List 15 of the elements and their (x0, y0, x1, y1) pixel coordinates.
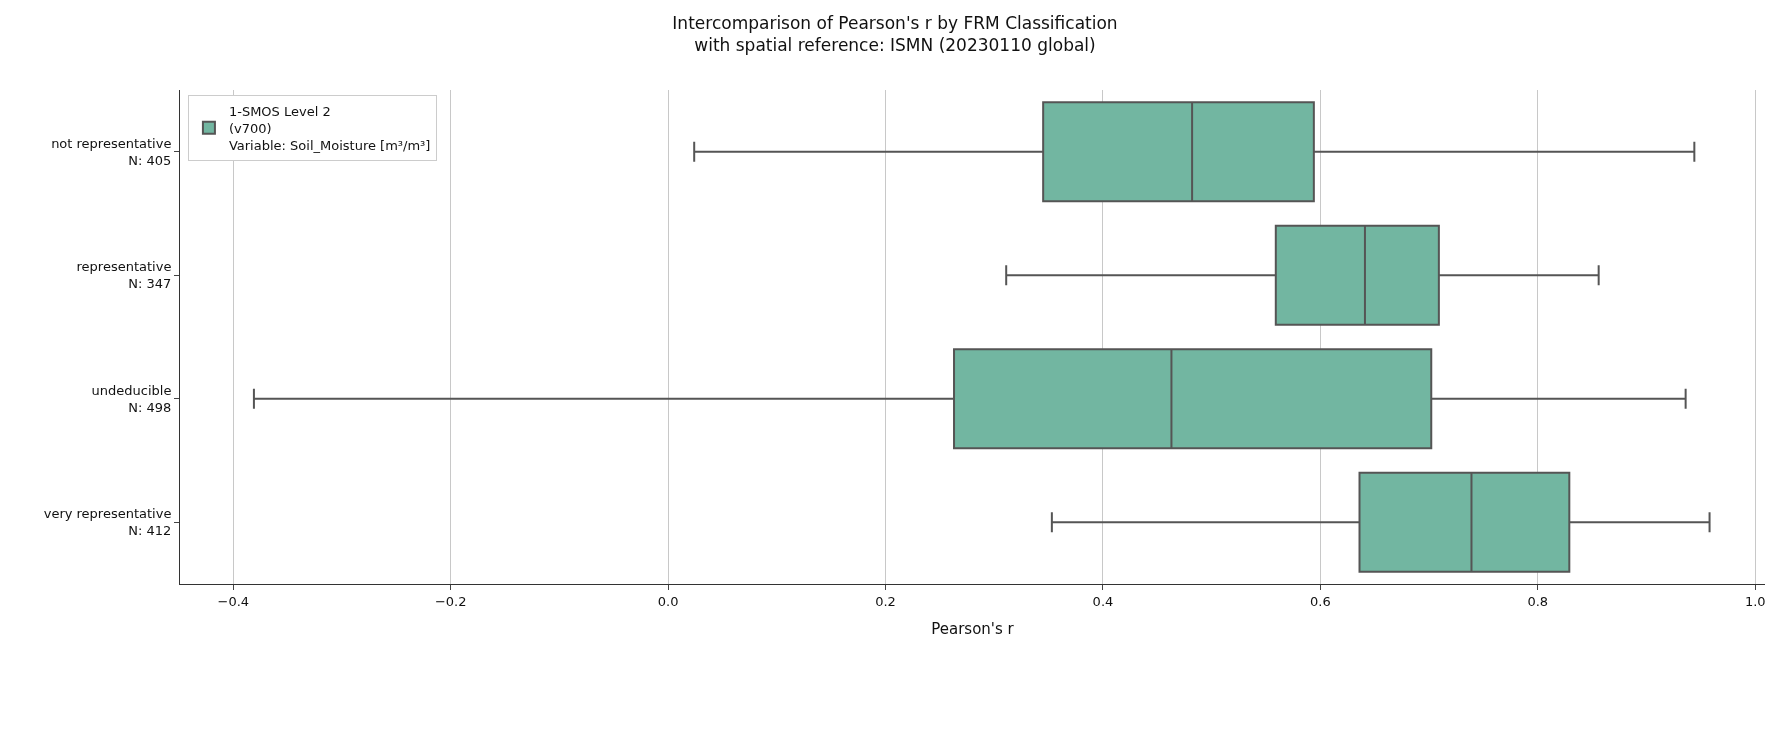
x-tick-label: 0.6 (1310, 593, 1331, 609)
x-tick-label: 0.2 (875, 593, 896, 609)
x-tick-label: 0.0 (657, 593, 679, 609)
x-tick-label: −0.2 (434, 593, 467, 609)
chart-title: Intercomparison of Pearson's r by FRM Classification with spatial reference: ISMN (20230110 global) (672, 13, 1118, 56)
x-tick-label: 0.8 (1527, 593, 1549, 609)
legend-label: 1-SMOS Level 2 (v700) Variable: Soil_Moisture [m³/m³] (228, 103, 431, 153)
y-tick-label: very representative N: 412 (43, 506, 172, 539)
x-axis-title: Pearson's r (931, 619, 1015, 638)
x-tick-label: 0.4 (1092, 593, 1114, 609)
y-tick-label: not representative N: 405 (51, 135, 172, 168)
y-tick-label: representative N: 347 (76, 259, 172, 292)
x-tick-label: 1.0 (1744, 593, 1766, 609)
x-tick-label: −0.4 (217, 593, 250, 609)
y-tick-label: undeducible N: 498 (91, 382, 172, 415)
